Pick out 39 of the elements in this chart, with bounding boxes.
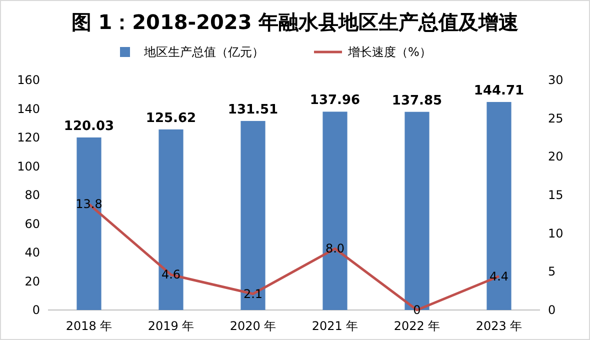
data-label: 137.85 xyxy=(392,93,442,108)
y-tick-label: 100 xyxy=(17,159,40,174)
y-tick-label: 160 xyxy=(17,73,40,87)
y-tick-label: 0 xyxy=(32,303,40,317)
x-tick-label: 2020 年 xyxy=(230,319,276,333)
y2-tick-label: 30 xyxy=(548,73,564,87)
y2-tick-label: 25 xyxy=(548,111,564,126)
x-tick-label: 2022 年 xyxy=(394,319,440,333)
y2-tick-label: 10 xyxy=(548,226,564,240)
y2-tick-label: 20 xyxy=(548,150,564,164)
x-tick-label: 2023 年 xyxy=(476,319,522,333)
bar xyxy=(322,112,348,310)
y2-tick-label: 15 xyxy=(548,188,564,202)
x-tick-label: 2019 年 xyxy=(148,319,194,333)
bar xyxy=(76,137,102,310)
y-tick-label: 80 xyxy=(24,188,40,202)
y2-tick-label: 0 xyxy=(548,303,556,317)
legend-label: 增长速度（%） xyxy=(347,45,432,59)
data-label: 144.71 xyxy=(474,83,524,98)
legend-label: 地区生产总值（亿元） xyxy=(143,45,264,59)
bar xyxy=(486,102,512,310)
bar xyxy=(240,120,266,310)
data-label: 137.96 xyxy=(310,93,360,108)
y-tick-label: 60 xyxy=(24,216,40,231)
y-tick-label: 40 xyxy=(24,246,40,260)
y2-tick-label: 5 xyxy=(548,264,556,279)
y-tick-label: 140 xyxy=(17,102,40,116)
data-label: 0 xyxy=(413,303,421,317)
data-label: 131.51 xyxy=(228,102,278,118)
chart-title: 图 1：2018-2023 年融水县地区生产总值及增速 xyxy=(71,10,519,34)
bar xyxy=(158,129,184,310)
data-label: 4.4 xyxy=(489,269,509,284)
data-label: 120.03 xyxy=(64,118,114,134)
y-tick-label: 20 xyxy=(24,274,40,288)
data-label: 125.62 xyxy=(146,110,196,126)
y-tick-label: 120 xyxy=(17,130,40,144)
data-label: 13.8 xyxy=(76,197,102,212)
x-tick-label: 2021 年 xyxy=(312,319,358,333)
x-tick-label: 2018 年 xyxy=(66,319,112,333)
